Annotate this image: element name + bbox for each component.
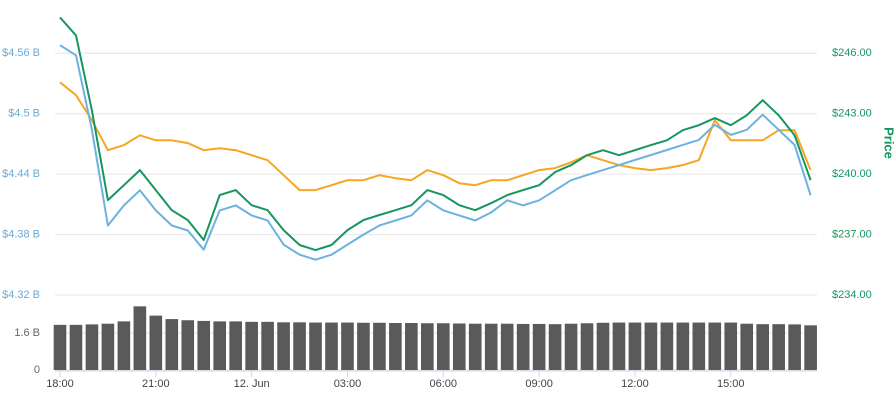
volume-bar xyxy=(660,322,674,370)
y-tick-label: $4.5 B xyxy=(8,108,40,120)
series-line xyxy=(59,16,812,252)
volume-bar xyxy=(389,323,402,370)
volume-bar xyxy=(261,321,274,370)
y2-tick-label: $237.00 xyxy=(832,228,872,240)
volume-bar xyxy=(788,324,801,370)
volume-bar xyxy=(772,324,785,370)
x-tick-label: 21:00 xyxy=(142,378,170,390)
volume-bar xyxy=(580,323,594,370)
volume-bar xyxy=(468,323,482,370)
x-tick-label: 09:00 xyxy=(525,378,553,390)
volume-bar xyxy=(293,322,306,370)
series-line xyxy=(59,44,812,261)
volume-bar xyxy=(245,321,258,370)
volume-bar xyxy=(644,322,658,370)
y2-tick-label: $240.00 xyxy=(832,168,872,180)
y2-tick-label: $234.00 xyxy=(832,289,872,301)
volume-bar xyxy=(277,322,290,370)
volume-bar xyxy=(309,322,322,370)
volume-bar xyxy=(85,324,99,370)
volume-bar xyxy=(596,322,610,370)
volume-bar xyxy=(165,319,179,370)
volume-bar xyxy=(117,321,131,370)
x-tick-label: 06:00 xyxy=(430,378,458,390)
volume-bar xyxy=(756,324,770,370)
volume-bar xyxy=(229,321,242,370)
y-tick-label: $4.44 B xyxy=(2,168,40,180)
volume-bar xyxy=(69,324,83,370)
y2-axis-title: Price xyxy=(882,127,895,159)
volume-bar xyxy=(181,320,195,370)
volume-bar xyxy=(564,323,578,370)
y-tick-label: $4.32 B xyxy=(2,289,40,301)
volume-bar xyxy=(325,322,338,370)
volume-bar xyxy=(804,325,817,370)
volume-bar xyxy=(612,322,626,370)
volume-bar xyxy=(405,323,418,370)
volume-bar xyxy=(101,323,115,370)
y2-tick-label: $243.00 xyxy=(832,108,872,120)
volume-bar xyxy=(692,322,706,370)
volume-bar xyxy=(133,306,147,370)
y2-tick-label: $246.00 xyxy=(832,47,872,59)
volume-bar xyxy=(740,323,754,370)
y-tick-label: $4.56 B xyxy=(2,47,40,59)
volume-bar xyxy=(708,322,722,370)
volume-bar xyxy=(628,322,642,370)
x-tick-label: 15:00 xyxy=(717,378,745,390)
series-line xyxy=(59,81,812,192)
x-tick-label: 18:00 xyxy=(46,378,74,390)
volume-bar xyxy=(532,323,546,370)
volume-bar xyxy=(149,315,163,370)
volume-bar xyxy=(484,323,498,370)
x-tick-label: 12:00 xyxy=(621,378,649,390)
volume-bar xyxy=(213,321,227,370)
volume-bar xyxy=(357,322,370,370)
volume-bar xyxy=(676,322,690,370)
volume-bar xyxy=(373,322,386,370)
volume-bar xyxy=(452,323,466,370)
y-tick-label: $4.38 B xyxy=(2,228,40,240)
volume-bar xyxy=(548,324,562,370)
volume-bar xyxy=(724,322,738,370)
x-tick-label: 12. Jun xyxy=(234,378,270,390)
volume-tick-label: 1.6 B xyxy=(14,327,40,339)
volume-bar xyxy=(516,323,530,370)
volume-bar xyxy=(421,323,434,370)
volume-bar xyxy=(341,322,354,370)
volume-tick-label: 0 xyxy=(34,364,40,376)
volume-bar xyxy=(197,320,211,370)
volume-bar xyxy=(500,323,514,370)
volume-bar xyxy=(436,323,450,370)
volume-bar xyxy=(53,324,67,370)
x-tick-label: 03:00 xyxy=(334,378,362,390)
